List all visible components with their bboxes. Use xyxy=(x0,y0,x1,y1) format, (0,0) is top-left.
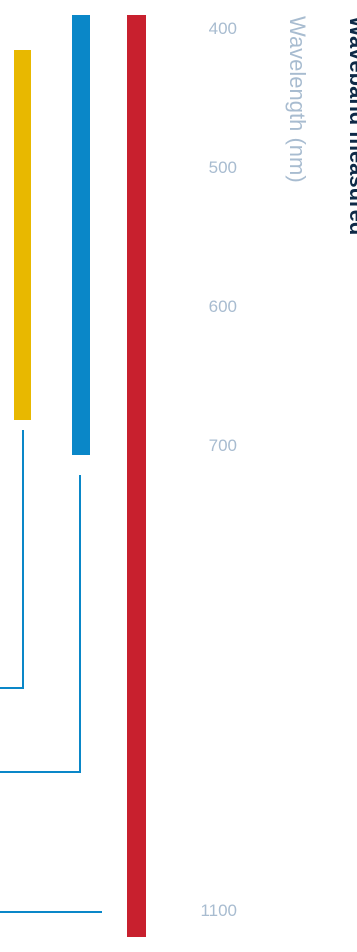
tick-label-500: 500 xyxy=(209,158,237,177)
connector-line-1 xyxy=(0,430,24,689)
tick-label-1100: 1100 xyxy=(200,901,237,920)
connector-line-2 xyxy=(0,475,81,773)
tick-labels: 400 500 600 700 1100 xyxy=(200,19,237,920)
waveband-bar-2 xyxy=(72,15,90,455)
tick-label-700: 700 xyxy=(209,436,237,455)
chart-title: Waveband measured xyxy=(345,16,357,235)
tick-label-600: 600 xyxy=(209,297,237,316)
axis-label: Wavelength (nm) xyxy=(285,16,310,183)
tick-label-400: 400 xyxy=(209,19,237,38)
waveband-bar-1 xyxy=(14,50,31,420)
connector-lines xyxy=(0,430,102,913)
waveband-bars xyxy=(14,15,146,937)
waveband-bar-3 xyxy=(127,15,146,937)
